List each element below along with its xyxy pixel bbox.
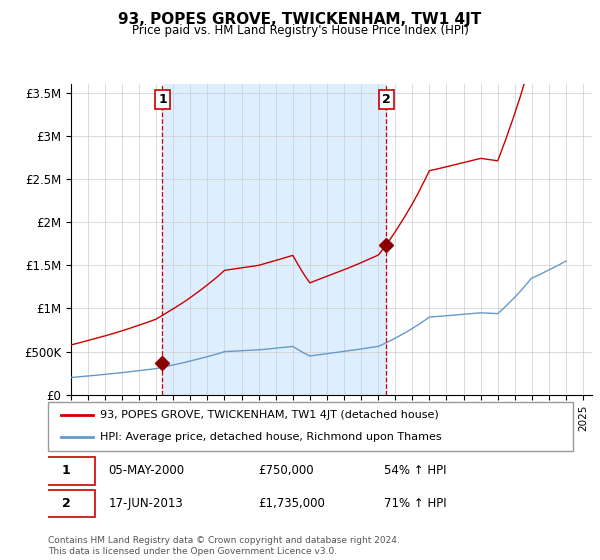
Text: 05-MAY-2000: 05-MAY-2000 — [109, 464, 185, 478]
Text: 1: 1 — [62, 464, 71, 478]
Text: 93, POPES GROVE, TWICKENHAM, TW1 4JT: 93, POPES GROVE, TWICKENHAM, TW1 4JT — [118, 12, 482, 27]
Text: 1: 1 — [158, 92, 167, 106]
Text: 2: 2 — [382, 92, 391, 106]
FancyBboxPatch shape — [48, 402, 573, 451]
FancyBboxPatch shape — [37, 458, 95, 484]
Text: Contains HM Land Registry data © Crown copyright and database right 2024.
This d: Contains HM Land Registry data © Crown c… — [48, 536, 400, 556]
Text: £750,000: £750,000 — [258, 464, 314, 478]
Text: 71% ↑ HPI: 71% ↑ HPI — [384, 497, 446, 510]
Text: 17-JUN-2013: 17-JUN-2013 — [109, 497, 183, 510]
Text: 54% ↑ HPI: 54% ↑ HPI — [384, 464, 446, 478]
Text: £1,735,000: £1,735,000 — [258, 497, 325, 510]
Bar — [163, 84, 386, 395]
Text: 2: 2 — [62, 497, 71, 510]
FancyBboxPatch shape — [37, 490, 95, 517]
Text: Price paid vs. HM Land Registry's House Price Index (HPI): Price paid vs. HM Land Registry's House … — [131, 24, 469, 36]
Text: HPI: Average price, detached house, Richmond upon Thames: HPI: Average price, detached house, Rich… — [101, 432, 442, 442]
Text: 93, POPES GROVE, TWICKENHAM, TW1 4JT (detached house): 93, POPES GROVE, TWICKENHAM, TW1 4JT (de… — [101, 410, 439, 420]
